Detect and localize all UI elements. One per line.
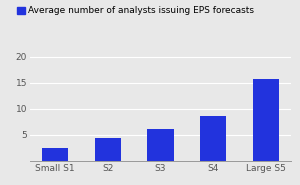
Bar xyxy=(253,79,279,161)
Bar xyxy=(94,138,121,161)
Legend: Average number of analysts issuing EPS forecasts: Average number of analysts issuing EPS f… xyxy=(16,6,254,15)
Bar xyxy=(147,129,174,161)
Bar xyxy=(42,148,68,161)
Bar xyxy=(200,116,226,161)
